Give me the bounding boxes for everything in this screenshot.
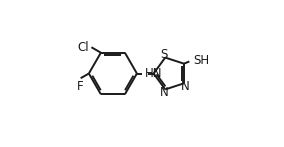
Text: SH: SH [193, 54, 210, 66]
Text: S: S [160, 49, 168, 61]
Text: Cl: Cl [77, 41, 89, 54]
Text: HN: HN [145, 67, 162, 80]
Text: F: F [77, 80, 84, 93]
Text: N: N [181, 80, 189, 93]
Text: N: N [160, 86, 168, 99]
